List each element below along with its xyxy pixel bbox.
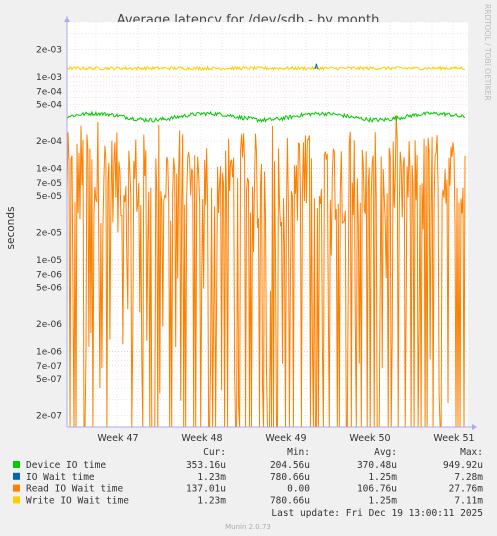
legend-series-name: Device IO time bbox=[26, 460, 106, 471]
y-tick-label: 5e-06 bbox=[36, 284, 62, 294]
y-axis-arrow bbox=[64, 17, 70, 22]
legend-value-avg: 1.25m bbox=[368, 472, 397, 483]
y-tick-label: 5e-07 bbox=[36, 375, 62, 385]
legend-value-cur: 1.23m bbox=[197, 472, 226, 483]
legend-value-max: 949.92u bbox=[443, 460, 483, 471]
legend-header: Avg: bbox=[374, 447, 397, 458]
legend-value-avg: 1.25m bbox=[368, 495, 397, 506]
legend-series-name: Write IO Wait time bbox=[26, 495, 129, 506]
legend-swatch bbox=[13, 484, 20, 492]
y-tick-label: 1e-03 bbox=[36, 73, 62, 83]
y-tick-label: 2e-06 bbox=[36, 320, 62, 330]
y-tick-label: 5e-05 bbox=[36, 192, 62, 202]
legend-value-max: 7.11m bbox=[454, 495, 483, 506]
y-ticks: 2e-03 1e-03 7e-04 5e-04 2e-04 1e-04 7e-05 5e-05… bbox=[36, 46, 62, 422]
legend-value-min: 204.56u bbox=[270, 460, 310, 471]
legend-header: Cur: bbox=[203, 447, 226, 458]
y-tick-label: 2e-05 bbox=[36, 229, 62, 239]
y-tick-label: 1e-04 bbox=[36, 165, 62, 175]
legend-value-cur: 353.16u bbox=[186, 460, 226, 471]
x-tick-label: Week 49 bbox=[265, 433, 306, 444]
legend-value-cur: 1.23m bbox=[197, 495, 226, 506]
legend-value-min: 780.66u bbox=[270, 472, 310, 483]
x-ticks: Week 47 Week 48 Week 49 Week 50 Week 51 bbox=[97, 433, 474, 444]
x-tick-label: Week 47 bbox=[97, 433, 138, 444]
legend-value-avg: 106.76u bbox=[357, 484, 397, 495]
legend-series-name: Read IO Wait time bbox=[26, 484, 124, 495]
legend-value-max: 7.28m bbox=[454, 472, 483, 483]
y-tick-label: 1e-05 bbox=[36, 256, 62, 266]
y-tick-label: 2e-03 bbox=[36, 46, 62, 56]
series-line-io-wait-time bbox=[314, 63, 319, 69]
rrdtool-credit: RRDTOOL / TOBI OETIKER bbox=[483, 4, 492, 101]
x-tick-label: Week 50 bbox=[349, 433, 390, 444]
series-layer bbox=[66, 63, 466, 428]
y-tick-label: 2e-07 bbox=[36, 412, 62, 422]
y-tick-label: 1e-06 bbox=[36, 348, 62, 358]
y-tick-label: 7e-05 bbox=[36, 179, 62, 189]
x-axis-arrow bbox=[472, 424, 477, 430]
legend-series-name: IO Wait time bbox=[26, 472, 95, 483]
legend-swatch bbox=[13, 461, 20, 468]
munin-version: Munin 2.0.73 bbox=[225, 523, 271, 531]
legend-swatch bbox=[13, 496, 20, 504]
legend-header: Min: bbox=[287, 447, 310, 458]
legend-swatch bbox=[13, 472, 20, 480]
legend-value-max: 27.76m bbox=[449, 484, 484, 495]
y-tick-label: 2e-04 bbox=[36, 137, 62, 147]
series-line-read-io-wait-time bbox=[66, 115, 466, 428]
plot-area bbox=[67, 22, 468, 427]
y-tick-label: 5e-04 bbox=[36, 101, 62, 111]
legend-value-cur: 137.01u bbox=[186, 484, 226, 495]
series-line-write-io-wait-time bbox=[66, 65, 466, 72]
x-tick-label: Week 48 bbox=[181, 433, 222, 444]
legend-header: Max: bbox=[460, 447, 483, 458]
y-tick-label: 7e-06 bbox=[36, 270, 62, 280]
last-update: Last update: Fri Dec 19 13:00:11 2025 bbox=[271, 508, 483, 519]
x-tick-label: Week 51 bbox=[433, 433, 474, 444]
y-axis-label: seconds bbox=[5, 207, 17, 250]
legend-value-avg: 370.48u bbox=[357, 460, 397, 471]
series-line-device-io-time bbox=[66, 110, 465, 124]
legend-value-min: 0.00 bbox=[287, 484, 310, 495]
axes bbox=[64, 16, 477, 430]
legend: Cur: Min: Avg: Max: Device IO time 353.16u 204… bbox=[13, 447, 483, 506]
y-tick-label: 7e-04 bbox=[36, 87, 62, 97]
legend-value-min: 780.66u bbox=[270, 495, 310, 506]
y-tick-label: 7e-07 bbox=[36, 362, 62, 372]
